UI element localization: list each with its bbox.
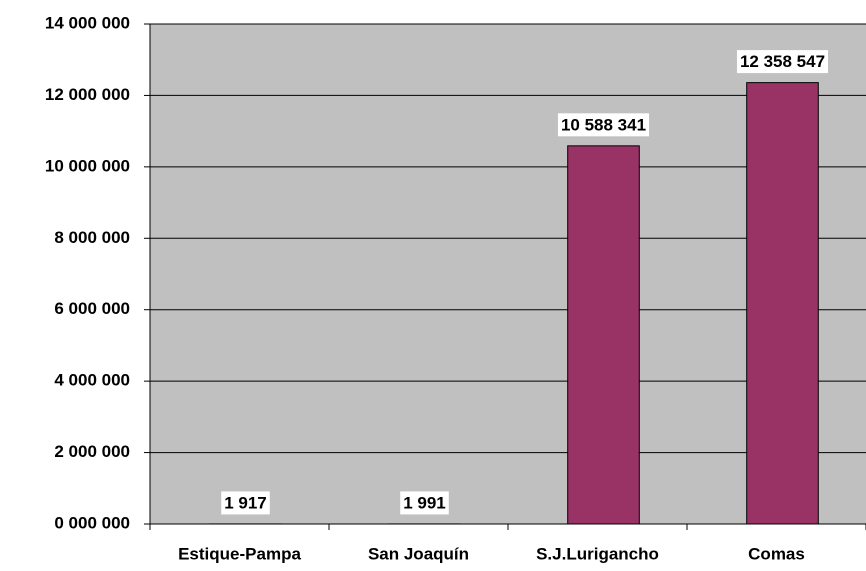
- value-label: 1 917: [224, 493, 267, 512]
- y-tick-label: 4 000 000: [54, 371, 130, 390]
- y-tick-label: 12 000 000: [45, 85, 130, 104]
- y-tick-label: 8 000 000: [54, 228, 130, 247]
- x-tick-label: S.J.Lurigancho: [536, 544, 659, 563]
- bar: [567, 145, 640, 525]
- x-tick-label: San Joaquín: [368, 544, 469, 563]
- x-tick-label: Comas: [748, 544, 805, 563]
- x-tick-label: Estique-Pampa: [178, 544, 301, 563]
- value-label-bg: [557, 113, 650, 137]
- value-label: 10 588 341: [561, 115, 646, 134]
- y-tick-label: 2 000 000: [54, 442, 130, 461]
- y-tick-label: 0 000 000: [54, 513, 130, 532]
- y-tick-label: 10 000 000: [45, 156, 130, 175]
- value-label-bg: [400, 491, 449, 515]
- y-tick-label: 14 000 000: [45, 13, 130, 32]
- value-label-bg: [221, 491, 270, 515]
- value-label: 1 991: [403, 493, 446, 512]
- y-tick-label: 6 000 000: [54, 299, 130, 318]
- value-label-bg: [736, 50, 829, 74]
- value-label: 12 358 547: [740, 52, 825, 71]
- bar: [746, 82, 819, 525]
